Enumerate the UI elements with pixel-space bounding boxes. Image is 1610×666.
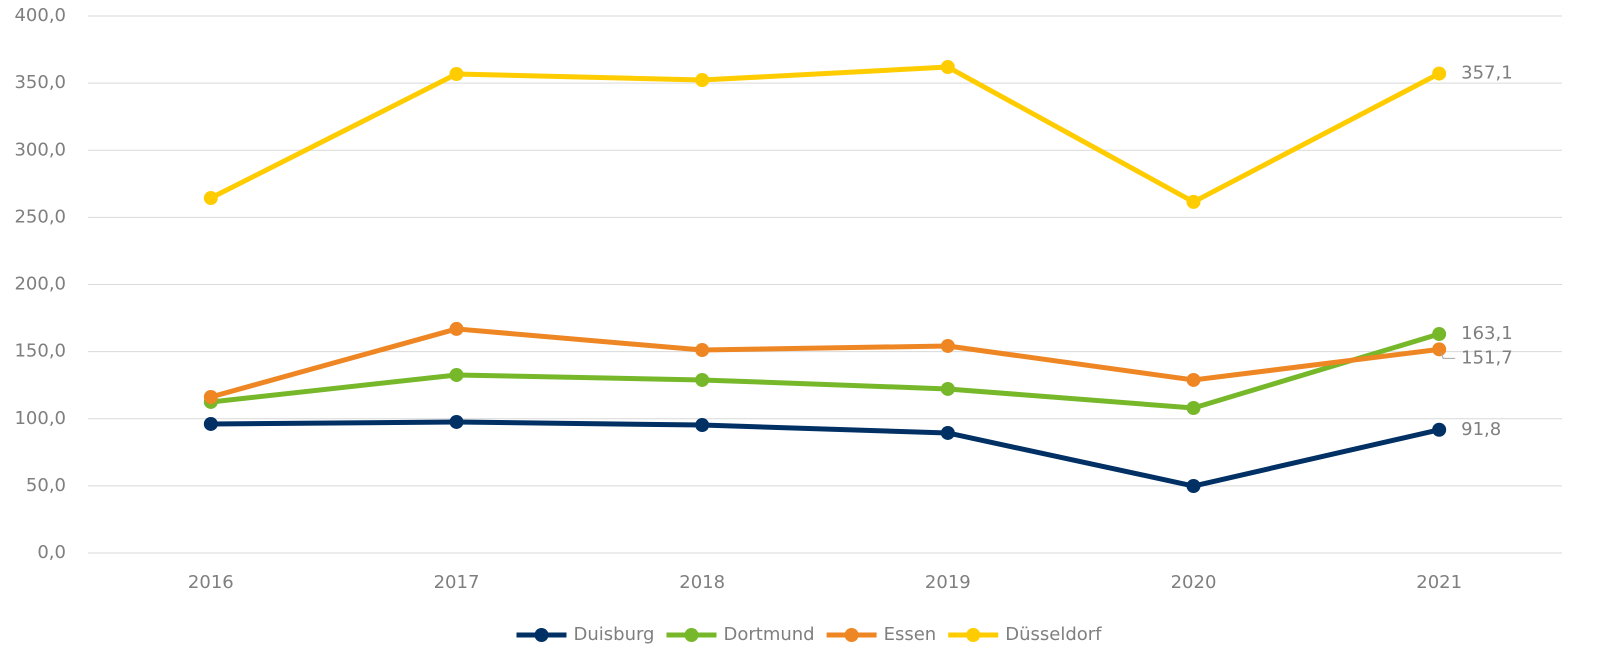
y-tick-label: 200,0 <box>14 274 66 295</box>
data-label: 357,1 <box>1461 63 1513 84</box>
data-label: 151,7 <box>1461 347 1513 368</box>
data-label: 163,1 <box>1461 323 1513 344</box>
y-tick-label: 50,0 <box>26 475 66 496</box>
marker <box>1432 342 1447 357</box>
y-tick-label: 400,0 <box>14 5 66 26</box>
marker <box>1432 327 1447 342</box>
marker <box>940 381 955 396</box>
marker <box>203 416 218 431</box>
x-tick-label: 2020 <box>1171 572 1217 593</box>
marker <box>1432 422 1447 437</box>
line <box>210 419 1440 489</box>
marker <box>449 367 464 382</box>
legend-marker <box>844 628 859 642</box>
legend-item: Düsseldorf <box>948 624 1102 645</box>
y-tick-label: 300,0 <box>14 139 66 160</box>
y-tick-label: 150,0 <box>14 341 66 362</box>
legend-item: Essen <box>826 624 937 645</box>
marker <box>695 418 710 433</box>
marker <box>695 73 710 88</box>
x-tick-label: 2017 <box>434 572 480 593</box>
marker <box>695 343 710 358</box>
marker <box>1186 372 1201 387</box>
legend-label: Essen <box>884 624 937 645</box>
marker <box>1186 401 1201 416</box>
marker <box>1186 194 1201 209</box>
line <box>209 64 1441 205</box>
legend-label: Duisburg <box>573 624 654 645</box>
x-tick-label: 2021 <box>1416 572 1462 593</box>
marker <box>940 60 955 75</box>
line <box>210 326 1440 400</box>
marker <box>940 338 955 353</box>
marker <box>1432 66 1447 81</box>
legend-item: Duisburg <box>516 624 654 645</box>
legend-label: Dortmund <box>723 624 814 645</box>
legend-marker <box>966 628 981 642</box>
y-tick-label: 0,0 <box>37 542 66 563</box>
y-tick-label: 250,0 <box>14 206 66 227</box>
data-label: 91,8 <box>1461 419 1501 440</box>
leader-line <box>1440 352 1456 359</box>
y-tick-label: 350,0 <box>14 72 66 93</box>
legend-label: Düsseldorf <box>1005 624 1102 645</box>
marker <box>203 191 218 206</box>
marker <box>203 390 218 405</box>
line <box>210 331 1440 411</box>
legend-item: Dortmund <box>666 624 815 645</box>
marker <box>449 321 464 336</box>
marker <box>449 66 464 81</box>
x-tick-label: 2016 <box>188 572 234 593</box>
marker <box>449 414 464 429</box>
legend-marker <box>684 628 699 642</box>
x-tick-label: 2019 <box>925 572 971 593</box>
marker <box>1186 479 1201 494</box>
marker <box>695 372 710 387</box>
legend-marker <box>534 628 549 642</box>
y-tick-label: 100,0 <box>14 408 66 429</box>
x-tick-label: 2018 <box>679 572 725 593</box>
marker <box>940 425 955 440</box>
